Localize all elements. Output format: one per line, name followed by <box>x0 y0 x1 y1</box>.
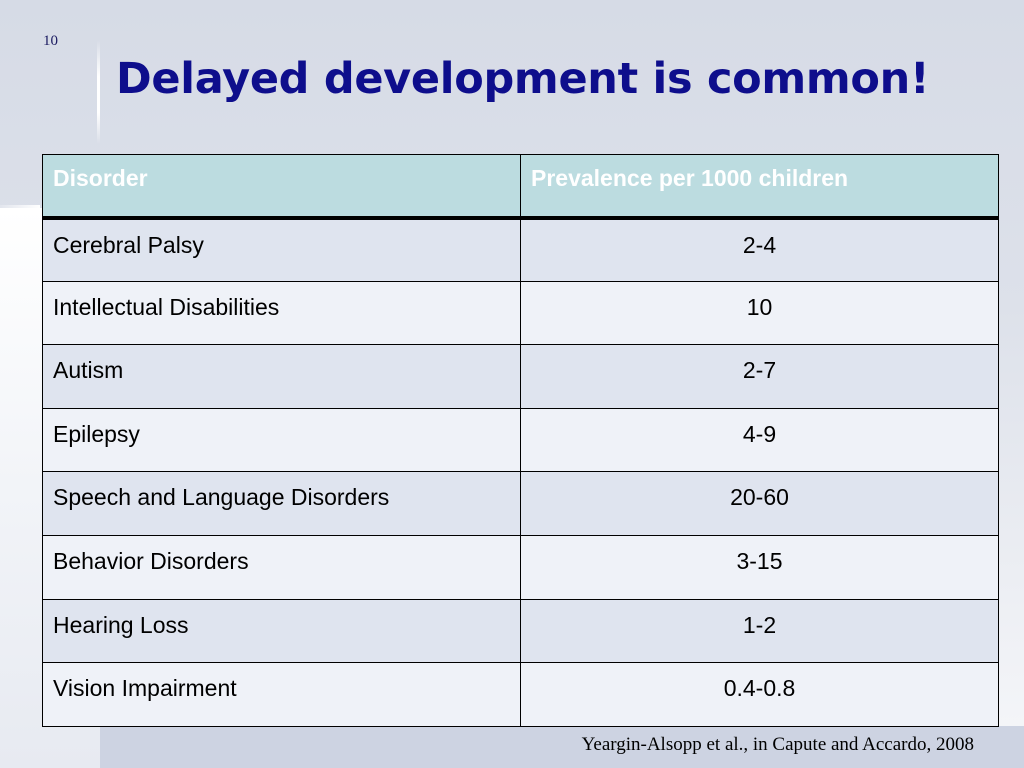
prevalence-table: Disorder Prevalence per 1000 children Ce… <box>42 154 999 727</box>
prevalence-cell: 2-7 <box>520 344 999 409</box>
prevalence-table-container: Disorder Prevalence per 1000 children Ce… <box>42 154 999 727</box>
table-row: Cerebral Palsy 2-4 <box>42 217 999 282</box>
table-header-row: Disorder Prevalence per 1000 children <box>42 154 999 220</box>
table-row: Autism 2-7 <box>42 344 999 409</box>
disorder-cell: Vision Impairment <box>42 662 521 727</box>
citation-text: Yeargin-Alsopp et al., in Capute and Acc… <box>581 734 974 755</box>
disorder-cell: Autism <box>42 344 521 409</box>
disorder-cell: Behavior Disorders <box>42 534 521 600</box>
prevalence-cell: 20-60 <box>520 471 999 536</box>
disorder-cell: Intellectual Disabilities <box>42 280 521 346</box>
table-row: Hearing Loss 1-2 <box>42 598 999 664</box>
decorative-vertical-line <box>97 40 100 144</box>
table-row: Epilepsy 4-9 <box>42 407 999 473</box>
table-row: Vision Impairment 0.4-0.8 <box>42 662 999 727</box>
prevalence-cell: 4-9 <box>520 407 999 473</box>
disorder-cell: Hearing Loss <box>42 598 521 664</box>
table-row: Intellectual Disabilities 10 <box>42 280 999 346</box>
slide-number: 10 <box>43 33 58 49</box>
prevalence-cell: 2-4 <box>520 217 999 282</box>
decorative-horizontal-line <box>0 205 40 208</box>
column-header-disorder: Disorder <box>42 154 521 220</box>
column-header-prevalence: Prevalence per 1000 children <box>520 154 999 220</box>
slide-title: Delayed development is common! <box>116 54 930 104</box>
disorder-cell: Epilepsy <box>42 407 521 473</box>
prevalence-cell: 1-2 <box>520 598 999 664</box>
disorder-cell: Speech and Language Disorders <box>42 471 521 536</box>
disorder-cell: Cerebral Palsy <box>42 217 521 282</box>
table-row: Behavior Disorders 3-15 <box>42 534 999 600</box>
table-row: Speech and Language Disorders 20-60 <box>42 471 999 536</box>
background-bottom-band <box>100 726 1024 768</box>
prevalence-cell: 10 <box>520 280 999 346</box>
prevalence-cell: 0.4-0.8 <box>520 662 999 727</box>
prevalence-cell: 3-15 <box>520 534 999 600</box>
